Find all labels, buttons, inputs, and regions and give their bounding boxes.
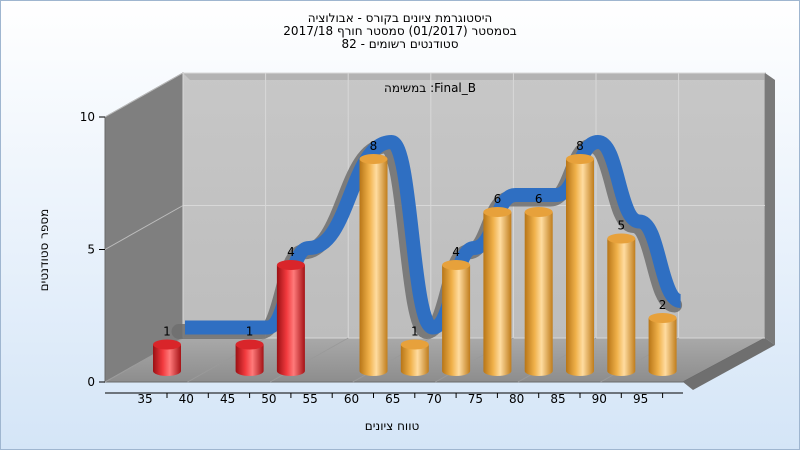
bar: 4 [276, 245, 305, 377]
x-tick-label: 85 [550, 392, 565, 406]
bar-body [607, 238, 636, 377]
bar: 1 [153, 325, 181, 376]
bar-body [442, 265, 471, 377]
x-tick-label: 35 [137, 392, 152, 406]
y-axis-title: מספר סטודנטים [37, 209, 51, 292]
bar-cap [153, 339, 181, 350]
bar-body [276, 265, 305, 377]
x-tick-label: 50 [261, 392, 276, 406]
bar-value-label: 6 [494, 192, 502, 206]
bar-value-label: 6 [535, 192, 543, 206]
y-tick-label: 5 [87, 243, 95, 257]
bar: 2 [648, 298, 677, 377]
bar-value-label: 8 [576, 139, 584, 153]
bar-cap [400, 339, 429, 350]
bar: 5 [607, 219, 636, 377]
bar-cap [566, 154, 594, 164]
bar: 6 [483, 192, 512, 377]
bar-value-label: 5 [617, 219, 625, 233]
x-tick-label: 40 [179, 392, 194, 406]
x-tick-label: 90 [592, 392, 607, 406]
grid-line [104, 205, 184, 250]
y-tick-label: 10 [80, 110, 95, 124]
bar-value-label: 1 [163, 325, 171, 339]
x-tick-label: 45 [220, 392, 235, 406]
bar: 6 [524, 192, 553, 377]
floor-front-edge [683, 338, 775, 390]
bar-cap [607, 233, 636, 244]
bar: 1 [235, 325, 264, 377]
bar-value-label: 1 [411, 325, 419, 339]
bar: 8 [359, 139, 388, 377]
bar: 1 [400, 325, 429, 377]
bar-value-label: 4 [287, 245, 295, 259]
x-tick-label: 55 [303, 392, 318, 406]
chart-title-line-3: סטודנטים רשומים - 82 [341, 37, 459, 51]
bar-cap [235, 339, 264, 350]
bar-body [359, 159, 388, 377]
y-tick-label: 0 [87, 375, 95, 389]
bar-cap [524, 207, 553, 217]
x-tick-label: 95 [633, 392, 648, 406]
right-wall-edge [765, 73, 775, 345]
bar-body [483, 212, 512, 377]
x-tick-label: 75 [468, 392, 483, 406]
bar-value-label: 4 [452, 245, 460, 259]
bar-body [648, 318, 677, 377]
x-tick-label: 60 [344, 392, 359, 406]
bar-body [400, 344, 429, 377]
bar: 8 [566, 139, 594, 376]
chart-subtitle: במשימה :Final_B [384, 81, 476, 95]
chart-title-line-2: בסמסטר (01/2017) סמסטר חורף 2017/18 [283, 24, 517, 38]
bar-value-label: 1 [246, 325, 254, 339]
chart-title-line-1: היסטוגרמת ציונים בקורס - אבולוציה [307, 11, 493, 25]
x-tick-label: 65 [385, 392, 400, 406]
x-tick-label: 70 [426, 392, 441, 406]
bar-body [153, 344, 181, 376]
bar-body [566, 159, 594, 376]
bar-cap [648, 313, 677, 323]
bar-body [524, 212, 553, 377]
bar-body [235, 344, 264, 377]
bar-value-label: 2 [659, 298, 667, 312]
x-axis-title: טווח ציונים [365, 419, 420, 433]
back-wall-top-shade [183, 73, 775, 80]
bar-value-label: 8 [370, 139, 378, 153]
bar-cap [276, 260, 305, 270]
bar-cap [483, 207, 512, 217]
bars-group: 1 1 4 8 1 4 6 6 8 5 2 [153, 139, 677, 377]
bar-cap [359, 154, 388, 164]
bar: 4 [442, 245, 471, 377]
grid-line [104, 72, 184, 118]
x-tick-label: 80 [509, 392, 524, 406]
bar-cap [442, 260, 471, 270]
